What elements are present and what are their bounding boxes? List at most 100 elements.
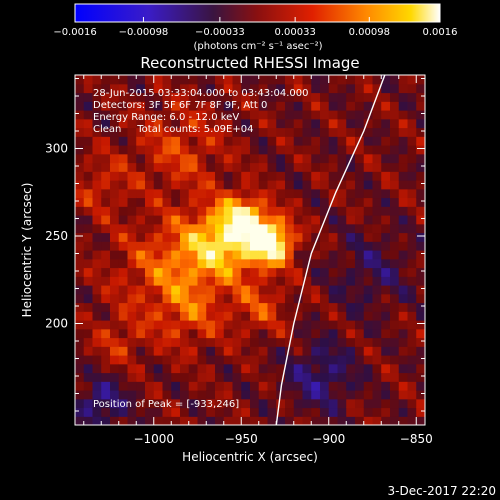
heatmap-cell: [75, 267, 85, 277]
heatmap-cell: [171, 328, 181, 339]
heatmap-cell: [110, 320, 120, 330]
heatmap-cell: [258, 276, 269, 286]
y-tick-label: 200: [45, 317, 68, 331]
heatmap-cell: [188, 407, 199, 417]
heatmap-cell: [320, 206, 330, 216]
heatmap-cell: [145, 328, 155, 339]
heatmap-cell: [75, 215, 85, 225]
heatmap-cell: [390, 390, 400, 400]
heatmap-cell: [328, 92, 339, 102]
heatmap-cell: [355, 267, 365, 277]
heatmap-cell: [328, 197, 339, 207]
heatmap-cell: [232, 355, 242, 365]
heatmap-cell: [302, 276, 312, 286]
colorbar-tick-label: 0.00033: [274, 27, 315, 38]
heatmap-cell: [363, 180, 374, 190]
heatmap-cell: [311, 180, 321, 190]
heatmap-cell: [407, 215, 417, 225]
heatmap-cell: [215, 75, 225, 85]
heatmap-cell: [346, 75, 356, 85]
heatmap-cell: [83, 101, 94, 111]
heatmap-cell: [372, 206, 382, 216]
heatmap-cell: [145, 215, 155, 225]
heatmap-cell: [215, 390, 225, 400]
heatmap-cell: [118, 83, 129, 94]
heatmap-cell: [188, 311, 199, 321]
heatmap-cell: [398, 232, 409, 242]
heatmap-cell: [223, 75, 234, 85]
heatmap-cell: [390, 293, 400, 304]
heatmap-cell: [145, 171, 155, 181]
heatmap-cell: [118, 276, 129, 286]
heatmap-cell: [398, 407, 409, 417]
heatmap-cell: [381, 83, 391, 94]
heatmap-cell: [188, 363, 199, 374]
heatmap-cell: [215, 372, 225, 382]
heatmap-cell: [416, 337, 425, 347]
heatmap-cell: [372, 110, 382, 120]
heatmap-cell: [75, 118, 85, 129]
heatmap-cell: [75, 302, 85, 312]
heatmap-cell: [416, 118, 425, 129]
heatmap-cell: [258, 311, 269, 321]
heatmap-cell: [197, 92, 207, 102]
heatmap-cell: [197, 381, 207, 391]
heatmap-cell: [328, 337, 339, 347]
heatmap-cell: [311, 346, 321, 356]
heatmap-cell: [267, 171, 277, 181]
heatmap-cell: [92, 136, 102, 146]
heatmap-cell: [215, 145, 225, 155]
heatmap-cell: [127, 398, 137, 409]
heatmap-cell: [267, 241, 277, 251]
heatmap-cell: [215, 232, 225, 242]
heatmap-cell: [337, 311, 347, 321]
heatmap-cell: [372, 390, 382, 400]
heatmap-cell: [328, 206, 339, 216]
heatmap-cell: [328, 320, 339, 330]
heatmap-cell: [416, 407, 425, 417]
heatmap-cell: [302, 162, 312, 172]
heatmap-cell: [346, 83, 356, 94]
heatmap-cell: [398, 110, 409, 120]
heatmap-cell: [171, 267, 181, 277]
heatmap-cell: [320, 398, 330, 409]
heatmap-cell: [398, 276, 409, 286]
heatmap-cell: [75, 372, 85, 382]
heatmap-cell: [355, 145, 365, 155]
heatmap-cell: [320, 145, 330, 155]
heatmap-cell: [75, 162, 85, 172]
heatmap-cell: [75, 398, 85, 409]
heatmap-cell: [398, 180, 409, 190]
heatmap-cell: [83, 320, 94, 330]
heatmap-cell: [276, 180, 286, 190]
heatmap-cell: [223, 83, 234, 94]
heatmap-cell: [311, 355, 321, 365]
heatmap-cell: [92, 83, 102, 94]
heatmap-cell: [188, 250, 199, 260]
heatmap-cell: [127, 92, 137, 102]
heatmap-cell: [328, 407, 339, 417]
heatmap-cell: [232, 311, 242, 321]
heatmap-cell: [101, 346, 111, 356]
heatmap-cell: [110, 337, 120, 347]
heatmap-cell: [162, 171, 172, 181]
heatmap-cell: [293, 232, 304, 242]
heatmap-cell: [110, 285, 120, 295]
heatmap-cell: [223, 363, 234, 374]
heatmap-cell: [136, 215, 146, 225]
heatmap-cell: [171, 337, 181, 347]
heatmap-cell: [311, 372, 321, 382]
heatmap-cell: [145, 407, 155, 417]
heatmap-cell: [302, 241, 312, 251]
heatmap-cell: [241, 162, 251, 172]
colorbar-tick-label: 0.00098: [349, 27, 390, 38]
heatmap-cell: [153, 83, 164, 94]
heatmap-cell: [206, 372, 216, 382]
heatmap-cell: [407, 416, 417, 425]
heatmap-cell: [381, 267, 391, 277]
heatmap-cell: [180, 258, 190, 269]
heatmap-cell: [311, 83, 321, 94]
heatmap-cell: [355, 311, 365, 321]
heatmap-cell: [127, 320, 137, 330]
heatmap-cell: [328, 136, 339, 146]
